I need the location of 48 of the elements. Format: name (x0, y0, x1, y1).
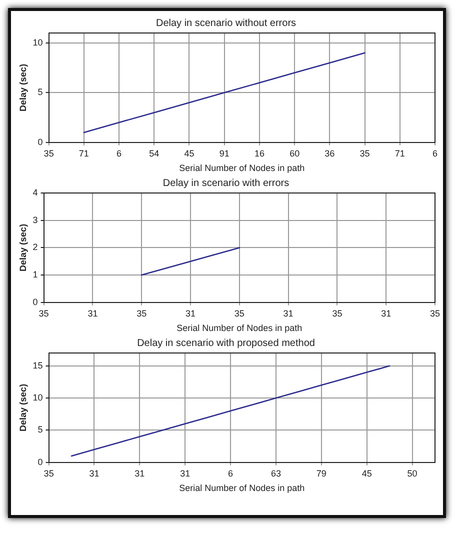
y-tick-label: 5 (38, 424, 43, 435)
y-axis-title: Delay (sec) (18, 384, 28, 432)
x-tick-label: 31 (180, 468, 190, 478)
x-tick-label: 35 (136, 308, 147, 318)
x-tick-label: 35 (44, 148, 54, 158)
x-tick-label: 35 (430, 308, 440, 318)
x-tick-label: 31 (283, 308, 294, 318)
x-tick-label: 31 (381, 308, 392, 318)
x-tick-label: 6 (228, 468, 234, 478)
x-tick-label: 36 (324, 148, 335, 158)
x-tick-label: 91 (219, 148, 230, 158)
y-tick-label: 2 (32, 242, 38, 252)
x-tick-label: 31 (185, 308, 196, 318)
y-axis-title: Delay (sec) (18, 224, 28, 272)
x-tick-label: 45 (362, 468, 372, 478)
x-tick-label: 35 (38, 308, 49, 318)
x-tick-label: 71 (78, 148, 89, 158)
x-tick-label: 54 (149, 148, 160, 158)
x-tick-label: 31 (88, 308, 98, 318)
chart-title: Delay in scenario without errors (156, 18, 296, 29)
y-tick-label: 10 (32, 392, 43, 403)
x-tick-label: 60 (290, 148, 300, 158)
x-tick-label: 31 (134, 468, 145, 478)
x-tick-label: 16 (254, 148, 264, 158)
y-tick-label: 0 (38, 136, 43, 147)
y-tick-label: 5 (38, 87, 43, 98)
x-tick-label: 79 (316, 468, 326, 478)
y-tick-label: 4 (32, 187, 38, 198)
x-tick-label: 71 (394, 148, 405, 158)
y-tick-label: 15 (32, 360, 43, 370)
x-tick-label: 50 (407, 468, 418, 478)
chart-title: Delay in scenario with errors (162, 178, 290, 189)
x-tick-label: 35 (234, 308, 244, 318)
y-tick-label: 3 (32, 214, 38, 225)
x-tick-label: 6 (432, 148, 438, 158)
y-tick-label: 0 (32, 296, 38, 307)
y-axis-title: Delay (sec) (18, 64, 28, 112)
x-tick-label: 45 (184, 148, 194, 158)
x-tick-label: 63 (270, 468, 281, 478)
x-tick-label: 35 (360, 148, 370, 158)
x-tick-label: 6 (116, 148, 122, 158)
y-tick-label: 0 (38, 456, 43, 467)
y-tick-label: 10 (32, 37, 43, 48)
chart-title: Delay in scenario with proposed method (137, 338, 315, 349)
x-tick-label: 31 (89, 468, 100, 478)
x-tick-label: 35 (332, 308, 342, 318)
y-tick-label: 1 (32, 270, 38, 280)
x-tick-label: 35 (44, 468, 54, 478)
